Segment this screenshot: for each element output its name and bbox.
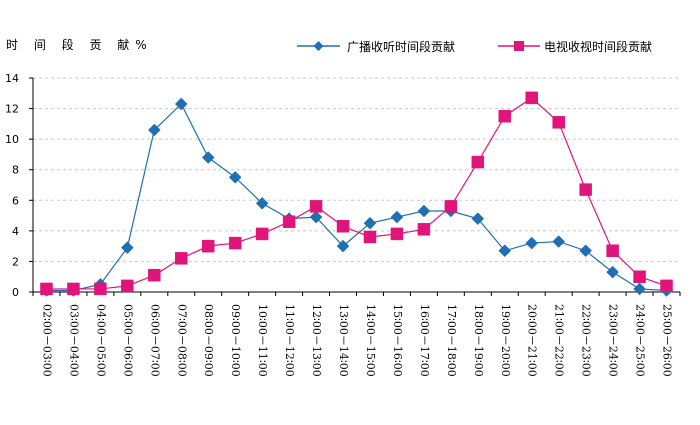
x-tick-label: 15∶00－16∶00: [391, 304, 404, 377]
y-tick-label: 10: [5, 133, 19, 146]
data-point: [228, 236, 242, 250]
x-tick-label: 16∶00－17∶00: [418, 304, 431, 377]
x-tick-label: 07∶00－08∶00: [175, 304, 188, 377]
data-point: [633, 270, 646, 283]
legend-item-tv: 电视收视时间段贡献: [498, 39, 652, 54]
data-point: [336, 220, 350, 233]
series-group: [40, 91, 673, 297]
y-tick-label: 6: [12, 194, 19, 207]
x-tick-label: 08∶00－09∶00: [202, 304, 215, 377]
data-point: [201, 239, 215, 253]
data-point: [147, 123, 161, 137]
x-tick-label: 24∶00－25∶00: [634, 304, 647, 377]
x-tick-label: 21∶00－22∶00: [553, 304, 566, 377]
series-1: [40, 91, 673, 296]
data-point: [390, 227, 404, 241]
y-tick-labels: 0 2 4 6 8 10 12 14: [5, 72, 19, 299]
x-tick-label: 19∶00－20∶00: [499, 304, 512, 377]
data-point: [175, 252, 188, 265]
data-point: [282, 215, 296, 228]
data-point: [471, 155, 485, 169]
x-tick-label: 23∶00－24∶00: [607, 304, 620, 377]
x-tick-label: 04∶00－05∶00: [94, 304, 107, 377]
data-point: [552, 235, 566, 248]
legend-marker-tv: [514, 41, 524, 51]
x-tick-label: 11∶00－12∶00: [283, 304, 296, 377]
data-point: [471, 212, 485, 225]
y-axis-label: 时 间 段 贡 献%: [6, 37, 153, 52]
y-tick-label: 12: [5, 103, 19, 116]
data-point: [363, 216, 377, 230]
x-tick-label: 02∶00－03∶00: [40, 304, 53, 377]
legend-label-radio: 广播收听时间段贡献: [347, 39, 455, 54]
data-point: [148, 268, 161, 282]
x-tick-label: 20∶00－21∶00: [526, 304, 539, 377]
data-point: [174, 97, 188, 111]
y-tick-label: 14: [5, 72, 19, 85]
legend-item-radio: 广播收听时间段贡献: [297, 39, 455, 54]
series-0: [40, 97, 673, 297]
data-point: [309, 210, 323, 224]
data-point: [390, 210, 404, 224]
data-point: [255, 196, 269, 210]
data-point: [121, 279, 134, 293]
y-tick-label: 0: [12, 286, 19, 299]
x-tick-label: 14∶00－15∶00: [364, 304, 377, 377]
y-tick-label: 8: [12, 164, 19, 177]
data-point: [417, 223, 431, 236]
data-point: [94, 282, 107, 296]
data-point: [606, 265, 619, 279]
axes: [29, 77, 681, 296]
legend: 广播收听时间段贡献 电视收视时间段贡献: [297, 39, 652, 54]
x-tick-label: 25∶00－26∶00: [661, 304, 674, 377]
data-point: [121, 241, 134, 255]
data-point: [309, 200, 323, 213]
data-point: [552, 116, 565, 129]
x-tick-label: 12∶00－13∶00: [310, 304, 323, 377]
series-line: [46, 102, 667, 292]
x-tick-labels: 02∶00－03∶00 03∶00－04∶00 04∶00－05∶00 05∶00－0…: [40, 304, 673, 377]
data-point: [633, 282, 646, 296]
data-point: [525, 236, 539, 250]
data-point: [228, 171, 242, 184]
y-tick-label: 4: [12, 225, 19, 238]
data-point: [660, 279, 673, 293]
x-tick-label: 10∶00－11∶00: [256, 304, 269, 377]
data-point: [579, 183, 592, 196]
data-point: [444, 200, 458, 213]
data-point: [498, 109, 512, 123]
x-tick-label: 13∶00－14∶00: [337, 304, 350, 377]
legend-label-tv: 电视收视时间段贡献: [544, 39, 652, 54]
data-point: [525, 91, 538, 105]
data-point: [417, 204, 431, 218]
data-point: [606, 244, 619, 257]
data-point: [255, 227, 269, 241]
data-point: [498, 244, 512, 258]
x-tick-label: 03∶00－04∶00: [67, 304, 80, 377]
y-tick-label: 2: [12, 255, 19, 268]
data-point: [40, 282, 53, 296]
data-point: [336, 239, 350, 253]
data-point: [579, 244, 592, 258]
data-point: [67, 282, 80, 296]
x-tick-label: 22∶00－23∶00: [580, 304, 593, 377]
x-tick-label: 17∶00－18∶00: [445, 304, 458, 377]
data-point: [201, 151, 215, 164]
x-tick-label: 09∶00－10∶00: [229, 304, 242, 377]
x-tick-label: 06∶00－07∶00: [148, 304, 161, 377]
x-tick-label: 05∶00－06∶00: [121, 304, 134, 377]
data-point: [363, 230, 377, 244]
legend-marker-radio: [313, 41, 324, 51]
x-tick-label: 18∶00－19∶00: [472, 304, 485, 377]
